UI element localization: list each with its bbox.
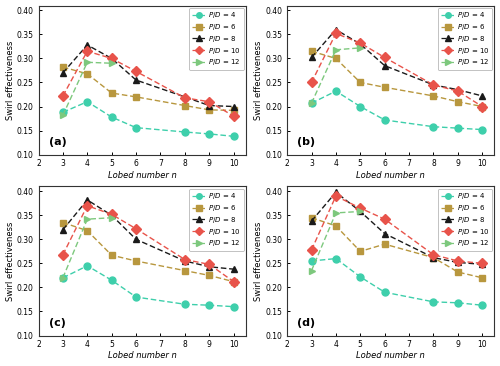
Y-axis label: Swirl effectiveness: Swirl effectiveness [254, 221, 263, 301]
Text: (b): (b) [298, 137, 316, 147]
Y-axis label: Swirl effectiveness: Swirl effectiveness [6, 40, 15, 120]
X-axis label: Lobed number n: Lobed number n [108, 351, 176, 361]
Y-axis label: Swirl effectiveness: Swirl effectiveness [254, 40, 263, 120]
Y-axis label: Swirl effectiveness: Swirl effectiveness [6, 221, 15, 301]
X-axis label: Lobed number n: Lobed number n [356, 171, 425, 180]
X-axis label: Lobed number n: Lobed number n [356, 351, 425, 361]
Legend: $\it{P/D}$ = 4, $\it{P/D}$ = 6, $\it{P/D}$ = 8, $\it{P/D}$ = 10, $\it{P/D}$ = 12: $\it{P/D}$ = 4, $\it{P/D}$ = 6, $\it{P/D… [438, 188, 492, 251]
Text: (d): (d) [298, 318, 316, 328]
Legend: $\it{P/D}$ = 4, $\it{P/D}$ = 6, $\it{P/D}$ = 8, $\it{P/D}$ = 10, $\it{P/D}$ = 12: $\it{P/D}$ = 4, $\it{P/D}$ = 6, $\it{P/D… [438, 8, 492, 70]
Text: (c): (c) [49, 318, 66, 328]
Legend: $\it{P/D}$ = 4, $\it{P/D}$ = 6, $\it{P/D}$ = 8, $\it{P/D}$ = 10, $\it{P/D}$ = 12: $\it{P/D}$ = 4, $\it{P/D}$ = 6, $\it{P/D… [190, 8, 244, 70]
Text: (a): (a) [49, 137, 66, 147]
X-axis label: Lobed number n: Lobed number n [108, 171, 176, 180]
Legend: $\it{P/D}$ = 4, $\it{P/D}$ = 6, $\it{P/D}$ = 8, $\it{P/D}$ = 10, $\it{P/D}$ = 12: $\it{P/D}$ = 4, $\it{P/D}$ = 6, $\it{P/D… [190, 188, 244, 251]
